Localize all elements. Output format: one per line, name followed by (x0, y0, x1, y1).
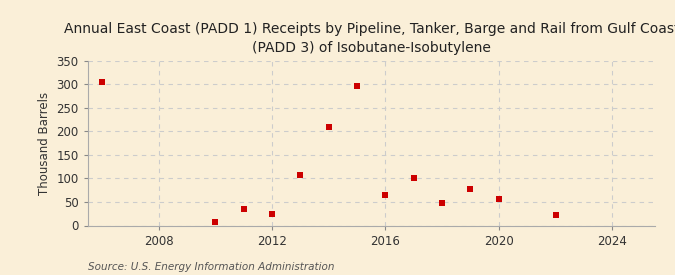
Title: Annual East Coast (PADD 1) Receipts by Pipeline, Tanker, Barge and Rail from Gul: Annual East Coast (PADD 1) Receipts by P… (63, 22, 675, 55)
Text: Source: U.S. Energy Information Administration: Source: U.S. Energy Information Administ… (88, 262, 334, 272)
Y-axis label: Thousand Barrels: Thousand Barrels (38, 91, 51, 195)
